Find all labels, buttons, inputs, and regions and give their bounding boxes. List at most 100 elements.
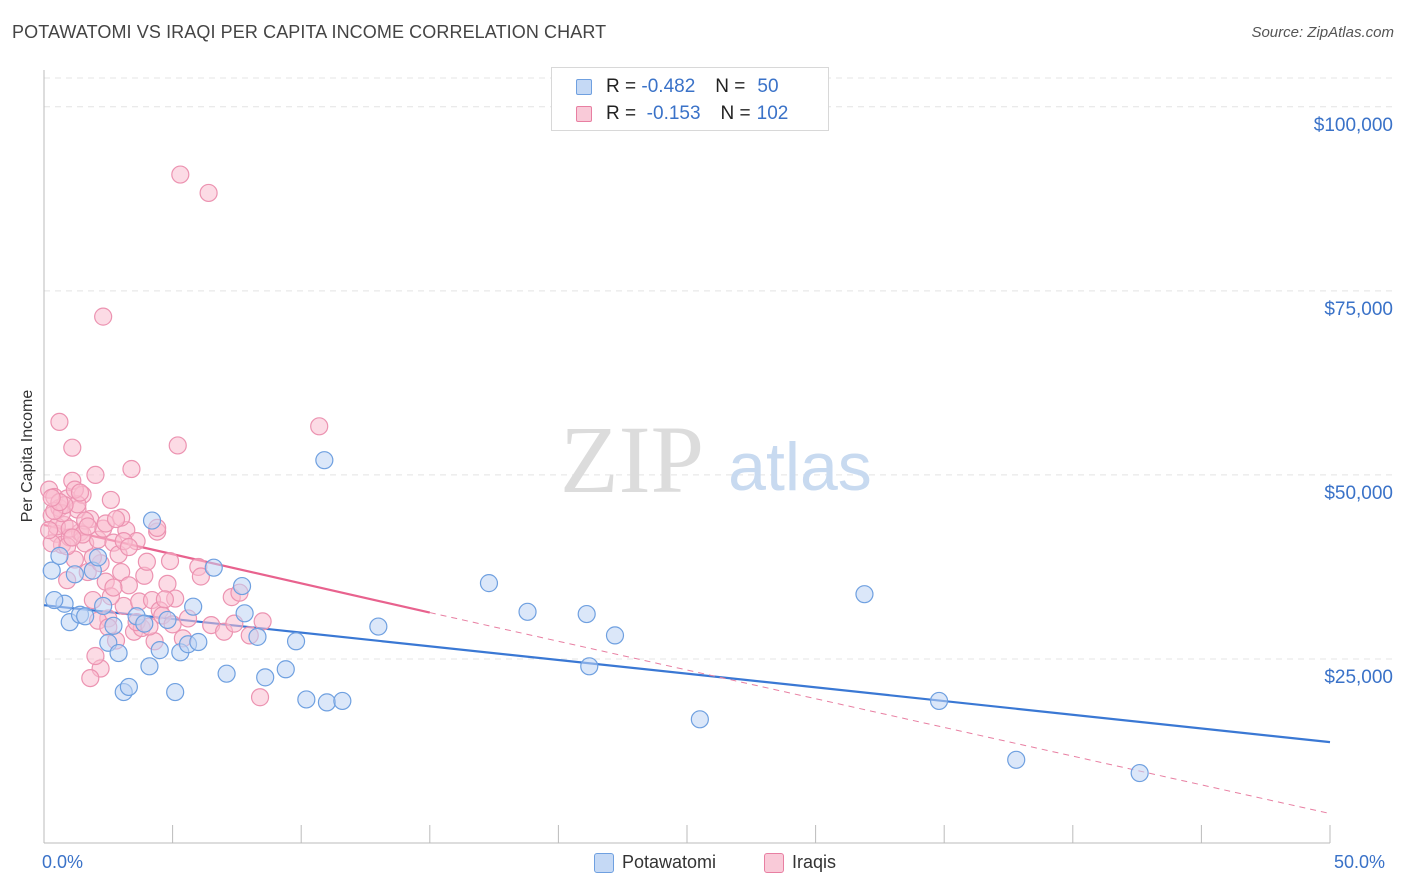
iraqi-point: [40, 521, 59, 540]
iraqi-point: [250, 688, 270, 707]
potawatomi-point: [119, 677, 138, 697]
iraqi-points: [40, 165, 329, 707]
potawatomi-point: [577, 604, 596, 624]
legend-r-value: -0.153: [646, 103, 701, 124]
legend-row-potawatomi: R = -0.482 N = 50: [576, 75, 779, 99]
iraqi-point: [253, 612, 272, 631]
series-swatch-iraqis: [764, 852, 784, 873]
potawatomi-point: [276, 660, 295, 679]
potawatomi-point: [217, 664, 236, 683]
iraqi-point: [119, 576, 138, 595]
watermark-atlas: atlas: [728, 429, 872, 505]
iraqi-point: [168, 436, 187, 455]
iraqi-point: [70, 483, 90, 502]
iraqi-point: [86, 465, 105, 485]
potawatomi-point: [315, 451, 334, 470]
potawatomi-point: [317, 693, 337, 712]
potawatomi-point: [479, 574, 499, 593]
iraqi-point: [160, 551, 180, 571]
potawatomi-point: [76, 607, 95, 626]
iraqi-point: [171, 165, 190, 184]
potawatomi-point: [50, 546, 69, 565]
potawatomi-point: [166, 682, 185, 702]
potawatomi-point: [333, 691, 352, 711]
legend-swatch-iraqis: [576, 106, 592, 122]
iraqi-point: [81, 668, 100, 688]
iraqi-point: [104, 578, 123, 597]
iraqi-trend-line-extension: [429, 612, 1331, 815]
legend-row-iraqis: R = -0.153 N = 102: [576, 102, 788, 126]
legend-n-value: 50: [757, 76, 779, 97]
y-tick-label: $75,000: [1324, 299, 1393, 320]
y-tick-label: $50,000: [1324, 483, 1393, 504]
y-tick-labels: $25,000 $50,000 $75,000 $100,000: [1314, 115, 1393, 688]
legend-r-label: R =: [606, 103, 637, 124]
legend-swatch-potawatomi: [576, 79, 592, 95]
series-legend-label: Potawatomi: [622, 852, 717, 872]
potawatomi-point: [94, 596, 113, 616]
iraqi-point: [86, 646, 105, 666]
potawatomi-point: [65, 565, 84, 584]
legend-n-label: N =: [720, 103, 751, 124]
legend-n-label: N =: [715, 76, 746, 97]
y-tick-label: $100,000: [1314, 115, 1393, 136]
potawatomi-point: [109, 643, 128, 663]
potawatomi-point: [369, 617, 388, 636]
potawatomi-point: [135, 614, 154, 633]
series-swatch-potawatomi: [594, 852, 614, 873]
potawatomi-point: [158, 610, 177, 630]
potawatomi-point: [518, 602, 537, 621]
potawatomi-point: [189, 632, 208, 652]
iraqi-point: [101, 490, 120, 510]
potawatomi-point: [929, 691, 949, 711]
potawatomi-point: [256, 668, 275, 687]
iraqi-point: [106, 509, 126, 529]
chart-title: POTAWATOMI VS IRAQI PER CAPITA INCOME CO…: [12, 22, 607, 42]
iraqi-point: [155, 590, 174, 609]
iraqi-point: [78, 517, 97, 536]
potawatomi-point: [104, 616, 123, 635]
potawatomi-point: [580, 657, 599, 676]
potawatomi-point: [286, 632, 306, 651]
watermark-zip: ZIP: [560, 406, 704, 513]
potawatomi-point: [248, 627, 267, 646]
potawatomi-point: [690, 710, 709, 729]
y-tick-label: $25,000: [1324, 667, 1393, 688]
potawatomi-point: [42, 561, 61, 580]
potawatomi-point: [184, 597, 203, 616]
iraqi-point: [137, 552, 156, 571]
potawatomi-point: [150, 641, 169, 660]
iraqi-point: [63, 528, 82, 547]
iraqi-point: [199, 183, 218, 203]
series-legend-iraqis[interactable]: Iraqis: [764, 852, 836, 873]
x-tick-label-max: 50.0%: [1334, 852, 1386, 872]
series-legend-potawatomi[interactable]: Potawatomi: [594, 852, 716, 873]
iraqi-point: [42, 488, 61, 507]
series-legend-label: Iraqis: [792, 852, 837, 872]
iraqi-point: [50, 412, 69, 431]
iraqi-point: [191, 567, 210, 586]
chart-source: Source: ZipAtlas.com: [1251, 24, 1394, 41]
potawatomi-point: [204, 558, 223, 577]
iraqi-point: [122, 459, 141, 479]
iraqi-point: [63, 438, 82, 457]
potawatomi-point: [1007, 750, 1026, 769]
legend-n-value: 102: [756, 103, 789, 124]
potawatomi-point: [235, 604, 254, 623]
potawatomi-point: [140, 657, 159, 676]
potawatomi-point: [142, 511, 162, 530]
potawatomi-point: [297, 690, 316, 709]
potawatomi-point: [1130, 763, 1149, 783]
potawatomi-points: [42, 451, 1149, 783]
potawatomi-point: [88, 548, 108, 567]
potawatomi-point: [45, 590, 64, 610]
iraqi-point: [310, 417, 329, 436]
watermark: ZIP atlas: [560, 406, 872, 513]
potawatomi-point: [232, 576, 252, 596]
x-tick-label-min: 0.0%: [42, 852, 84, 872]
potawatomi-point: [855, 585, 874, 604]
legend-r-value: -0.482: [641, 76, 696, 97]
series-legend: Potawatomi Iraqis: [0, 852, 1406, 878]
iraqi-point: [119, 537, 138, 557]
